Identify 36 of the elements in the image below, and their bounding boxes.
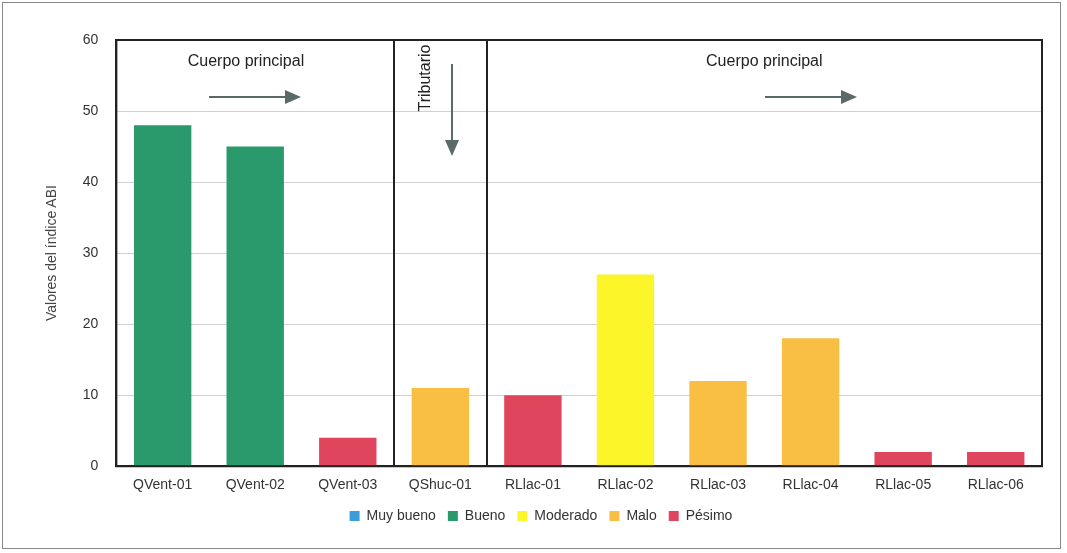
bar xyxy=(504,395,562,466)
legend-label: Malo xyxy=(626,506,657,523)
x-tick-label: RLlac-05 xyxy=(875,476,932,493)
y-tick-label: 40 xyxy=(82,172,99,189)
x-tick-label: RLlac-01 xyxy=(504,476,562,493)
bar xyxy=(967,451,1025,466)
y-axis-title: Valores del índice ABI xyxy=(43,185,60,322)
bar xyxy=(781,338,840,466)
bar xyxy=(411,388,470,466)
x-tick-label: QVent-01 xyxy=(133,476,193,493)
x-tick-label: QVent-02 xyxy=(225,476,285,493)
legend-label: Moderado xyxy=(534,506,598,523)
x-tick-label: RLlac-03 xyxy=(690,476,747,493)
y-tick-label: 60 xyxy=(82,30,99,47)
bar xyxy=(226,146,284,466)
annotation: Tributario xyxy=(415,44,433,112)
bar xyxy=(596,274,655,466)
y-tick-label: 30 xyxy=(82,243,99,260)
y-tick-label: 0 xyxy=(90,457,99,474)
x-tick-label: RLlac-02 xyxy=(597,476,654,493)
bar xyxy=(689,380,747,466)
annotation: Cuerpo principal xyxy=(187,52,305,70)
bar xyxy=(133,125,192,466)
bar xyxy=(874,451,932,466)
legend-label: Bueno xyxy=(464,506,506,523)
legend-label: Pésimo xyxy=(685,506,733,523)
legend-label: Muy bueno xyxy=(366,506,437,523)
x-tick-label: RLlac-06 xyxy=(967,476,1024,493)
x-tick-label: QShuc-01 xyxy=(408,476,473,493)
y-tick-label: 50 xyxy=(82,101,99,118)
y-tick-label: 10 xyxy=(82,386,99,403)
x-tick-label: RLlac-04 xyxy=(782,476,839,493)
bar xyxy=(319,437,377,466)
annotation: Cuerpo principal xyxy=(706,52,823,70)
y-tick-label: 20 xyxy=(82,314,99,331)
x-tick-label: QVent-03 xyxy=(318,476,378,493)
